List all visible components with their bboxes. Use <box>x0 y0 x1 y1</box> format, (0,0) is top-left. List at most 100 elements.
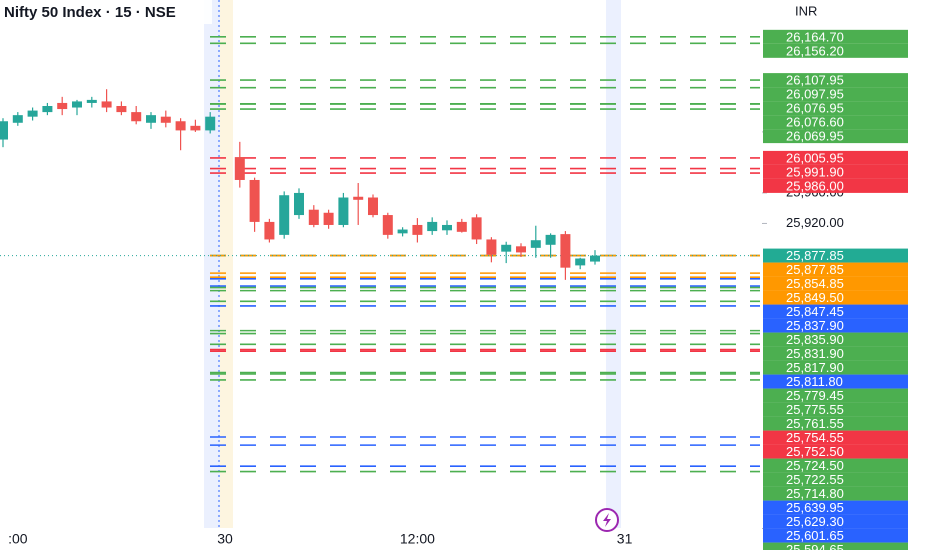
level-label: 25,991.90 <box>786 164 844 179</box>
level-label: 25,877.85 <box>786 248 844 263</box>
level-tag: 25,761.55 <box>763 416 908 431</box>
level-box <box>763 514 908 529</box>
candle-body <box>382 215 393 235</box>
level-box <box>763 101 908 116</box>
candle-body <box>323 212 334 225</box>
level-box <box>763 29 908 44</box>
level-label: 25,837.90 <box>786 318 844 333</box>
candle-body <box>575 258 586 266</box>
level-tag: 25,724.50 <box>763 458 908 473</box>
level-label: 25,639.95 <box>786 500 844 515</box>
level-box <box>763 318 908 333</box>
level-box <box>763 73 908 88</box>
candle-body <box>234 157 245 180</box>
price-axis-labels: 26,040.0025,960.0025,920.0025,520.0026,1… <box>762 29 908 555</box>
level-tag: 25,639.95 <box>763 500 908 515</box>
level-label: 25,854.85 <box>786 276 844 291</box>
candle-body <box>249 179 260 222</box>
level-box <box>763 150 908 165</box>
level-box <box>763 276 908 291</box>
candle-body <box>294 192 304 216</box>
level-box <box>763 332 908 347</box>
level-label: 25,986.00 <box>786 178 844 193</box>
level-label: 26,097.95 <box>786 87 844 102</box>
level-tag: 26,076.60 <box>763 115 908 130</box>
level-label: 25,779.45 <box>786 388 844 403</box>
level-label: 26,005.95 <box>786 150 844 165</box>
candle-body <box>146 115 156 123</box>
candle-body <box>397 229 408 234</box>
candle-body <box>308 209 319 225</box>
candle-body <box>264 221 275 240</box>
level-label: 26,156.20 <box>786 43 844 58</box>
level-tag: 25,877.85 <box>763 262 908 277</box>
x-tick-label: 12:00 <box>400 531 435 547</box>
level-box <box>763 304 908 319</box>
level-tag: 25,714.80 <box>763 486 908 501</box>
level-tag: 25,775.55 <box>763 402 908 417</box>
x-tick-label: 30 <box>217 531 233 547</box>
candle-body <box>560 234 571 268</box>
candle-body <box>101 101 112 108</box>
level-label: 26,164.70 <box>786 29 844 44</box>
event-bolt[interactable] <box>603 513 611 527</box>
level-label: 25,811.80 <box>786 374 843 389</box>
level-box <box>763 360 908 375</box>
level-tag: 25,831.90 <box>763 346 908 361</box>
candle-body <box>160 116 171 123</box>
event-icon[interactable] <box>595 508 619 532</box>
candle-body <box>57 102 68 110</box>
chart-title: Nifty 50 Index · 15 · NSE <box>4 4 176 21</box>
level-box <box>763 500 908 515</box>
level-label: 25,849.50 <box>786 290 844 305</box>
level-box <box>763 528 908 543</box>
level-label: 26,107.95 <box>786 73 844 88</box>
level-box <box>763 388 908 403</box>
level-label: 26,069.95 <box>786 129 844 144</box>
level-tag: 26,076.95 <box>763 101 908 116</box>
level-box <box>763 43 908 58</box>
level-label: 25,754.55 <box>786 430 844 445</box>
candle-body <box>131 112 142 122</box>
candle-body <box>516 246 526 253</box>
level-label: 25,835.90 <box>786 332 844 347</box>
level-label: 25,714.80 <box>786 486 844 501</box>
level-label: 25,722.55 <box>786 472 844 487</box>
y-tick-label: 25,920.00 <box>786 215 844 230</box>
level-label: 26,076.95 <box>786 101 844 116</box>
level-label: 25,817.90 <box>786 360 844 375</box>
level-box <box>763 164 908 179</box>
level-tag: 26,097.95 <box>763 87 908 102</box>
level-box <box>763 444 908 459</box>
session-band <box>204 0 220 528</box>
level-tag: 26,164.70 <box>763 29 908 44</box>
level-box <box>763 416 908 431</box>
candle-body <box>0 121 8 140</box>
candle-body <box>368 197 378 216</box>
level-box <box>763 248 908 263</box>
level-tag: 25,986.00 <box>763 178 908 193</box>
level-label: 25,831.90 <box>786 346 844 361</box>
time-axis: :00 30 12:00 31 <box>8 531 633 547</box>
candle-body <box>590 255 600 262</box>
level-tag: 25,754.55 <box>763 430 908 445</box>
level-tag: 25,779.45 <box>763 388 908 403</box>
level-box <box>763 458 908 473</box>
level-tag: 25,991.90 <box>763 164 908 179</box>
x-tick-label: 31 <box>617 531 633 547</box>
candle-body <box>338 197 349 225</box>
level-box <box>763 472 908 487</box>
level-box <box>763 87 908 102</box>
level-tag: 25,601.65 <box>763 528 908 543</box>
candle-body <box>42 106 53 113</box>
candle-body <box>427 221 438 232</box>
level-tag: 25,817.90 <box>763 360 908 375</box>
level-tag: 26,005.95 <box>763 150 908 165</box>
candle-body <box>86 99 97 103</box>
level-box <box>763 402 908 417</box>
level-tag: 25,837.90 <box>763 318 908 333</box>
level-label: 25,594.65 <box>786 542 844 550</box>
candle-body <box>116 106 127 113</box>
candle-body <box>175 121 186 131</box>
